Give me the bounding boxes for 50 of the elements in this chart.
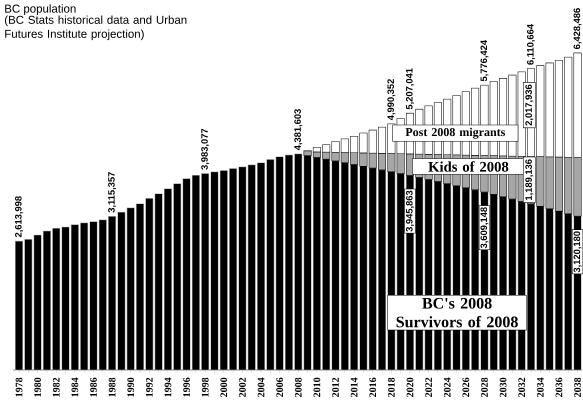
x-tick-label: 2034 bbox=[536, 378, 544, 397]
x-tick-label: 2038 bbox=[574, 378, 581, 397]
x-tick-label: 1992 bbox=[146, 378, 153, 397]
data-label: 3,120,180 bbox=[574, 231, 582, 272]
x-tick-label: 2036 bbox=[556, 378, 562, 397]
x-tick-label: 2026 bbox=[462, 378, 470, 397]
chart-subtitle: (BC Stats historical data and Urban Futures Institute projection) bbox=[4, 15, 186, 40]
x-tick-label: 1980 bbox=[34, 378, 41, 397]
annotation: 1,189,136 bbox=[525, 159, 534, 200]
x-tick-label: 1986 bbox=[90, 378, 97, 397]
x-tick-label: 2032 bbox=[518, 378, 526, 397]
total-label: 6,110,664 bbox=[527, 24, 535, 65]
x-tick-label: 1996 bbox=[183, 378, 190, 397]
x-tick-label: 2020 bbox=[406, 378, 414, 397]
x-tick-label: 1990 bbox=[127, 378, 134, 397]
total-label: 6,428,486 bbox=[574, 8, 582, 50]
x-tick-label: 2006 bbox=[276, 378, 284, 397]
x-tick-label: 2014 bbox=[350, 378, 358, 397]
total-label: 5,207,041 bbox=[406, 68, 414, 110]
data-label: 3,609,148 bbox=[480, 207, 488, 248]
x-tick-label: 2024 bbox=[444, 378, 451, 397]
x-tick-label: 2004 bbox=[258, 378, 264, 397]
annotation: 2,017,936 bbox=[525, 84, 534, 126]
chart-title: BC population bbox=[5, 4, 76, 15]
data-label: 3,945,863 bbox=[406, 190, 414, 232]
x-tick-label: 1988 bbox=[108, 378, 116, 397]
total-label: 2,613,998 bbox=[15, 196, 23, 238]
x-tick-label: 1994 bbox=[164, 378, 172, 397]
x-tick-label: 2008 bbox=[294, 378, 302, 397]
x-tick-label: 2000 bbox=[220, 378, 228, 397]
series-label: Post 2008 migrants bbox=[406, 128, 506, 139]
x-tick-label: 2028 bbox=[481, 378, 488, 397]
x-tick-label: 2002 bbox=[239, 378, 246, 397]
x-tick-label: 1982 bbox=[52, 378, 60, 397]
series-label: BC's 2008 Survivors of 2008 bbox=[396, 298, 518, 328]
x-tick-label: 2016 bbox=[369, 378, 376, 397]
total-label: 5,776,424 bbox=[480, 40, 488, 82]
x-tick-label: 2022 bbox=[425, 378, 432, 397]
x-tick-label: 1978 bbox=[16, 378, 22, 397]
x-tick-label: 1998 bbox=[202, 378, 209, 397]
total-label: 4,990,352 bbox=[387, 79, 396, 120]
series-label: Kids of 2008 bbox=[428, 161, 508, 172]
total-label: 3,115,357 bbox=[108, 172, 116, 213]
x-tick-label: 2030 bbox=[500, 378, 506, 397]
total-label: 3,983,077 bbox=[201, 128, 210, 170]
x-tick-label: 2018 bbox=[388, 378, 395, 397]
x-tick-label: 1984 bbox=[71, 378, 78, 397]
x-tick-label: 2012 bbox=[332, 378, 339, 397]
x-tick-label: 2010 bbox=[314, 378, 320, 397]
total-label: 4,381,603 bbox=[294, 109, 302, 150]
